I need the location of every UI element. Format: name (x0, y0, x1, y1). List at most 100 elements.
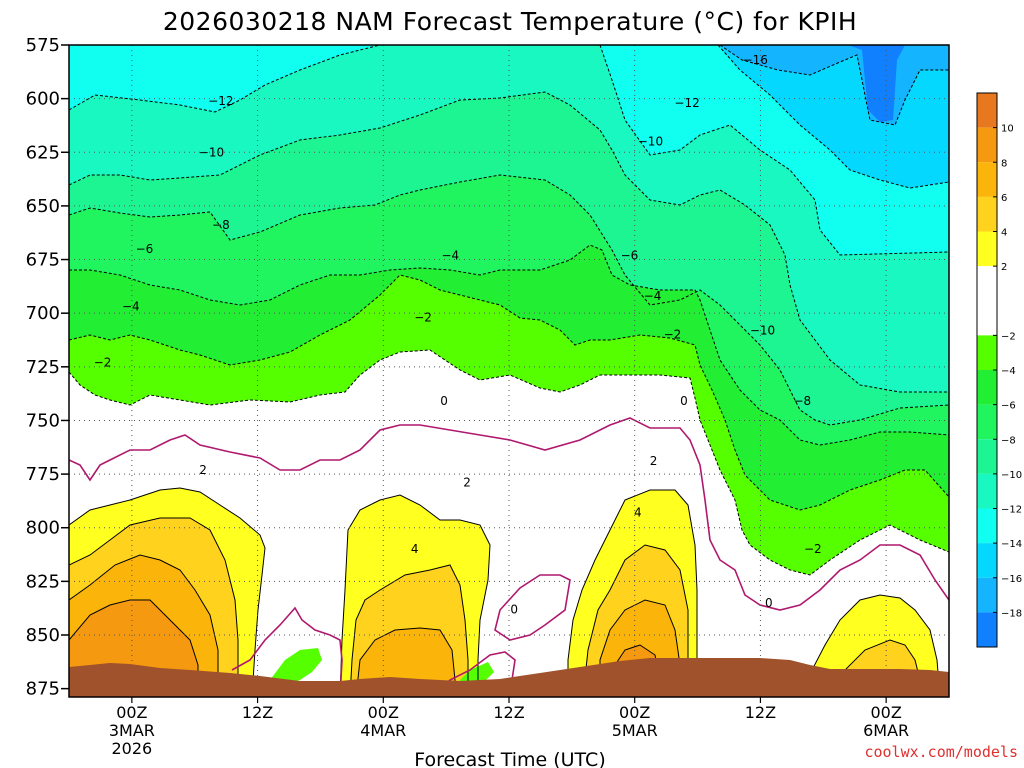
colorbar-swatch (977, 335, 997, 370)
colorbar-swatch (977, 127, 997, 163)
contour-label-text: 0 (765, 596, 773, 610)
colorbar: 10 8 6 4 2 −2 −4 −6 −8 −10 −12 −14 −16 −18 (976, 92, 1022, 648)
colorbar-label: −16 (1001, 574, 1022, 585)
colorbar-swatch (977, 508, 997, 544)
contour-label: −2 (664, 328, 682, 342)
contour-label-text: −10 (199, 145, 224, 159)
plot-area: −16 −12 −12 −10 −10 −8 −6 −6 −4 −4 −4 −2 −2 −2 −10 −8 −2… (68, 44, 950, 698)
contour-label-text: −8 (212, 218, 230, 232)
contour-label-text: 2 (650, 454, 658, 468)
contour-label: −6 (621, 248, 639, 262)
colorbar-swatch (977, 266, 997, 336)
x-tick-label: 12Z (242, 703, 273, 722)
colorbar-swatch (977, 577, 997, 613)
chart-title: 2026030218 NAM Forecast Temperature (°C)… (163, 7, 857, 36)
contour-label: 2 (199, 463, 207, 477)
credit-text: coolwx.com/models (864, 743, 1018, 761)
terrain (69, 658, 949, 697)
y-tick-label: 800 (26, 518, 60, 539)
colorbar-swatch (977, 473, 997, 509)
x-tick-date: 5MAR (612, 721, 658, 740)
x-tick-label: 00Z (870, 703, 901, 722)
colorbar-label: −14 (1001, 539, 1022, 550)
colorbar-swatch (977, 162, 997, 197)
contour-label: −2 (804, 542, 822, 556)
contour-label: 0 (680, 394, 688, 408)
y-tick-label: 750 (26, 410, 60, 431)
contour-label-text: 0 (510, 602, 518, 616)
colorbar-swatch (977, 612, 997, 647)
contour-label: −8 (793, 394, 811, 408)
x-axis-label: Forecast Time (UTC) (414, 749, 605, 768)
x-tick-label: 00Z (619, 703, 650, 722)
contour-label-text: 2 (463, 476, 471, 490)
contour-label: 4 (634, 506, 642, 520)
y-tick-label: 775 (26, 464, 60, 485)
y-tick-label: 675 (26, 250, 60, 271)
x-tick-label: 12Z (493, 703, 524, 722)
green-patch-1 (270, 648, 322, 685)
grid-lines (69, 45, 949, 697)
colorbar-swatch (977, 404, 997, 440)
warm-blob-left (69, 488, 265, 697)
colorbar-swatch (977, 93, 997, 128)
x-tick-date: 4MAR (360, 721, 406, 740)
contour-label: −2 (94, 356, 112, 370)
contour-labels: −16 −12 −12 −10 −10 −8 −6 −6 −4 −4 −4 −2 −2 −2 −10 −8 −2… (94, 53, 822, 616)
colorbar-swatch (977, 439, 997, 474)
contour-label: −4 (122, 300, 140, 314)
contour-label-text: 0 (440, 394, 448, 408)
contour-label: −2 (414, 310, 432, 324)
contour-label-text: −8 (793, 394, 811, 408)
contour-label-text: −16 (743, 53, 768, 67)
warm-blob-mid (340, 495, 490, 697)
contour-label-text: −2 (94, 356, 112, 370)
contour-label-text: −6 (136, 242, 154, 256)
y-tick-label: 850 (26, 625, 60, 646)
colorbar-label: 2 (1001, 262, 1007, 273)
y-tick-label: 725 (26, 357, 60, 378)
y-tick-label: 875 (26, 679, 60, 700)
y-tick-label: 825 (26, 571, 60, 592)
contour-label: 0 (765, 596, 773, 610)
contour-label-text: −4 (644, 289, 662, 303)
colorbar-label: 10 (1001, 124, 1014, 135)
y-axis: 575 600 625 650 675 700 725 750 775 800 825 850 875 (26, 35, 69, 700)
contour-label: −6 (136, 242, 154, 256)
contour-label: −8 (212, 218, 230, 232)
colorbar-label: 6 (1001, 193, 1007, 204)
contour-label: 2 (650, 454, 658, 468)
colorbar-label: −12 (1001, 505, 1022, 516)
colorbar-swatch (977, 231, 997, 267)
x-tick-label: 00Z (368, 703, 399, 722)
contour-label: 0 (440, 394, 448, 408)
contour-label-text: −2 (804, 542, 822, 556)
contour-label-text: −12 (674, 96, 699, 110)
contour-label-text: −4 (441, 248, 459, 262)
x-tick-date: 3MAR (109, 721, 155, 740)
band-minus2-plus2 (69, 350, 949, 697)
contour-label: 0 (510, 602, 518, 616)
contour-label: −10 (638, 135, 663, 149)
colorbar-swatch (977, 196, 997, 232)
y-tick-label: 650 (26, 196, 60, 217)
solid-contours (69, 487, 941, 697)
y-tick-label: 575 (26, 35, 60, 56)
y-tick-label: 700 (26, 303, 60, 324)
colorbar-swatch (977, 543, 997, 578)
contour-label-text: −2 (414, 310, 432, 324)
colorbar-label: −10 (1001, 470, 1022, 481)
band-minus20-minus18 (848, 45, 905, 122)
colorbar-label: −8 (1001, 435, 1016, 446)
contour-label: −16 (743, 53, 768, 67)
x-tick-label: 00Z (116, 703, 147, 722)
colorbar-label: −18 (1001, 608, 1022, 619)
contour-label-text: −2 (664, 328, 682, 342)
contour-label: −12 (208, 94, 233, 108)
colorbar-swatch (977, 370, 997, 405)
contour-label-text: −4 (122, 300, 140, 314)
x-tick-year: 2026 (111, 739, 152, 758)
contour-label-text: −6 (621, 248, 639, 262)
